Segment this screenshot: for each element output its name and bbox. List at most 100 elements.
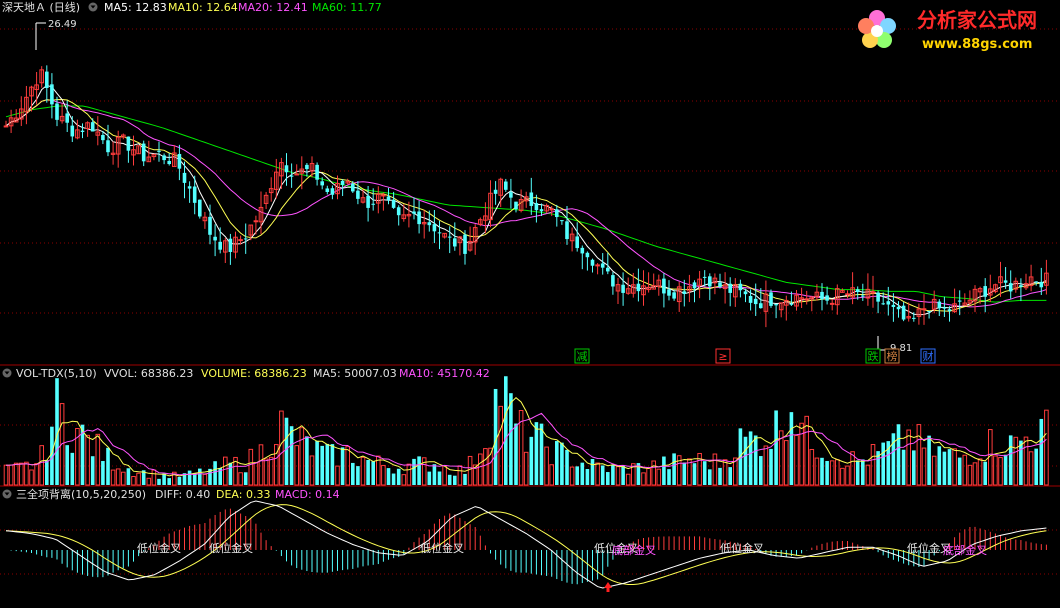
volume-bar-down xyxy=(177,476,182,485)
candle-body-down xyxy=(162,155,166,161)
volume-ma10-path xyxy=(5,412,1047,476)
volume-bar-up xyxy=(233,456,238,486)
volume-bar-down xyxy=(356,466,360,485)
volume-bar-down xyxy=(106,447,110,485)
volume-bar-up xyxy=(59,403,65,486)
volume-bar-down xyxy=(896,424,901,485)
candle-body-down xyxy=(305,164,309,170)
candle-body-down xyxy=(101,135,105,141)
event-tag[interactable]: 财 xyxy=(920,348,936,364)
event-tag-box xyxy=(865,348,881,364)
candle-body-down xyxy=(340,180,345,185)
candle-body-down xyxy=(728,283,732,293)
volume-bar-up xyxy=(3,464,9,486)
candle-body-up xyxy=(151,153,157,158)
candle-body-down xyxy=(881,303,885,305)
high-marker-text: 26.49 xyxy=(48,19,77,30)
volume-bar-down xyxy=(606,472,610,485)
candle-body-down xyxy=(957,300,962,302)
candle-body-down xyxy=(167,160,171,165)
volume-bar-up xyxy=(381,464,386,486)
candle-body-up xyxy=(401,214,407,220)
candle-body-up xyxy=(146,156,152,163)
volume-bar-down xyxy=(315,440,319,485)
volume-bar-up xyxy=(733,457,738,486)
volume-bar-down xyxy=(157,478,161,485)
event-tag-box xyxy=(715,348,731,364)
volume-bar-up xyxy=(115,468,121,486)
volume-bar-up xyxy=(778,430,784,486)
grid xyxy=(0,28,1060,575)
candle-body-up xyxy=(467,240,473,251)
volume-bar-down xyxy=(912,450,916,485)
candle-body-down xyxy=(753,298,758,305)
chart-period: (日线) xyxy=(50,0,81,14)
volume-bar-down xyxy=(320,445,324,485)
volume-bar-up xyxy=(401,474,407,486)
candle-body-down xyxy=(509,192,513,198)
candle-body-up xyxy=(835,288,840,306)
candle-body-up xyxy=(223,240,228,253)
candle-body-down xyxy=(356,190,360,199)
candle-body-down xyxy=(45,71,49,88)
candle-body-down xyxy=(983,286,987,297)
volume-bar-up xyxy=(722,459,728,486)
volume-bar-down xyxy=(636,463,641,485)
volume-bar-down xyxy=(284,417,289,485)
candle-body-up xyxy=(95,131,101,136)
candle-body-down xyxy=(590,259,595,266)
volume-bar-up xyxy=(523,451,529,486)
candle-body-up xyxy=(238,239,243,242)
candle-body-down xyxy=(1003,280,1008,283)
volume-bar-up xyxy=(804,415,810,486)
volume-bar-up xyxy=(39,445,45,486)
event-tag[interactable]: 跌 xyxy=(865,348,881,364)
volume-bar-up xyxy=(697,452,702,486)
volume-bar-down xyxy=(509,393,513,485)
volume-bar-up xyxy=(131,475,136,486)
candle-body-up xyxy=(631,284,636,294)
candle-body-up xyxy=(253,220,259,223)
candle-body-down xyxy=(789,303,794,305)
candle-body-up xyxy=(376,193,381,204)
volume-bar-up xyxy=(998,457,1003,486)
candle-body-up xyxy=(268,188,274,194)
volume-bar-up xyxy=(1044,409,1049,486)
volume-bar-up xyxy=(569,466,575,486)
volume-bar-up xyxy=(921,447,927,486)
candle-body-up xyxy=(258,206,264,223)
event-tag[interactable]: 减 xyxy=(574,348,590,364)
volume-bar-down xyxy=(325,443,330,485)
candle-body-up xyxy=(809,296,815,300)
watermark-url: www.88gs.com xyxy=(922,37,1032,52)
volume-bar-down xyxy=(514,423,518,485)
volume-bar-down xyxy=(432,464,437,485)
candle-body-down xyxy=(417,211,421,225)
volume-bar-down xyxy=(876,451,880,485)
candlesticks[interactable] xyxy=(3,65,1049,328)
volume-bar-down xyxy=(213,461,217,485)
candle-body-down xyxy=(65,113,69,123)
volume-bar-down xyxy=(45,460,49,485)
stock-name: 深天地Ａ xyxy=(2,1,46,14)
candle-body-down xyxy=(759,303,763,309)
volume-bar-down xyxy=(289,426,294,485)
candle-body-up xyxy=(34,84,39,91)
candle-body-up xyxy=(615,284,621,292)
event-tags[interactable]: 减 ≥ 跌榜 财 xyxy=(574,348,936,364)
volume-bar-down xyxy=(50,426,54,485)
event-tag[interactable]: 榜 xyxy=(884,348,900,364)
candle-body-up xyxy=(870,291,876,294)
volume-bar-down xyxy=(504,376,508,485)
volume-bar-up xyxy=(95,433,101,486)
volume-bar-down xyxy=(942,451,947,485)
volume-bar-up xyxy=(294,445,299,486)
volume-bar-down xyxy=(162,473,166,485)
candle-body-down xyxy=(391,199,396,208)
candle-body-up xyxy=(784,299,789,306)
event-tag[interactable]: ≥ xyxy=(715,348,731,364)
volume-bar-up xyxy=(1023,436,1029,486)
dea-path xyxy=(5,504,1047,585)
volume-bar-down xyxy=(412,458,416,485)
